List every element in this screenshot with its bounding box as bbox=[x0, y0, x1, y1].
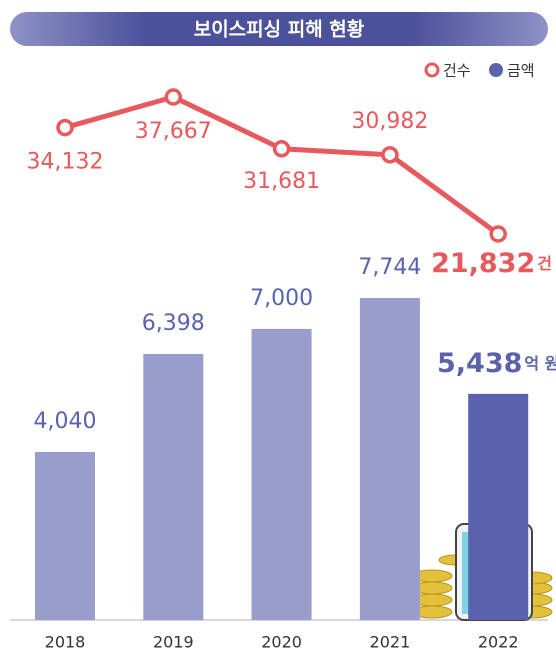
data-label: 37,667 bbox=[135, 119, 212, 144]
line-marker bbox=[383, 148, 397, 162]
x-tick-label: 2021 bbox=[370, 633, 411, 652]
legend-label: 건수 bbox=[443, 62, 471, 80]
bar bbox=[468, 394, 528, 620]
x-tick-label: 2022 bbox=[478, 633, 519, 652]
legend-label: 금액 bbox=[507, 62, 535, 80]
bar bbox=[360, 298, 420, 620]
data-label: 6,398 bbox=[142, 311, 205, 336]
page: 보이스피싱 피해 현황 2018 2019 2020 2021 2022 건수 금액 4,04… bbox=[0, 0, 556, 655]
line-marker bbox=[275, 142, 289, 156]
data-label-value: 7,744 bbox=[358, 255, 421, 280]
bar bbox=[143, 354, 203, 620]
line bbox=[65, 97, 498, 234]
bar bbox=[252, 329, 312, 620]
data-label-unit: 억 원 bbox=[524, 353, 556, 372]
legend-marker bbox=[489, 63, 503, 77]
data-label-value: 34,132 bbox=[27, 150, 104, 175]
data-label-value: 4,040 bbox=[34, 409, 97, 434]
data-label-value: 31,681 bbox=[243, 169, 320, 194]
x-tick-label: 2019 bbox=[153, 633, 194, 652]
data-label: 30,982 bbox=[351, 109, 428, 134]
data-label-value: 7,000 bbox=[250, 286, 313, 311]
x-tick-label: 2020 bbox=[261, 633, 302, 652]
chart-title: 보이스피싱 피해 현황 bbox=[194, 18, 365, 41]
data-label-value: 6,398 bbox=[142, 311, 205, 336]
legend-marker bbox=[426, 64, 438, 76]
line-marker bbox=[491, 227, 505, 241]
data-label: 4,040 bbox=[34, 409, 97, 434]
data-label-value: 37,667 bbox=[135, 119, 212, 144]
data-label-value: 30,982 bbox=[351, 109, 428, 134]
chart: 보이스피싱 피해 현황 2018 2019 2020 2021 2022 건수 금액 4,04… bbox=[0, 0, 556, 655]
data-label-value: 21,832 bbox=[431, 248, 535, 279]
data-label: 7,744 bbox=[358, 255, 421, 280]
data-label: 7,000 bbox=[250, 286, 313, 311]
data-label-unit: 건 bbox=[537, 254, 552, 273]
line-marker bbox=[166, 90, 180, 104]
x-tick-label: 2018 bbox=[45, 633, 86, 652]
line-marker bbox=[58, 121, 72, 135]
bar bbox=[35, 452, 95, 620]
data-label: 31,681 bbox=[243, 169, 320, 194]
data-label-value: 5,438 bbox=[437, 347, 522, 378]
data-label: 34,132 bbox=[27, 150, 104, 175]
